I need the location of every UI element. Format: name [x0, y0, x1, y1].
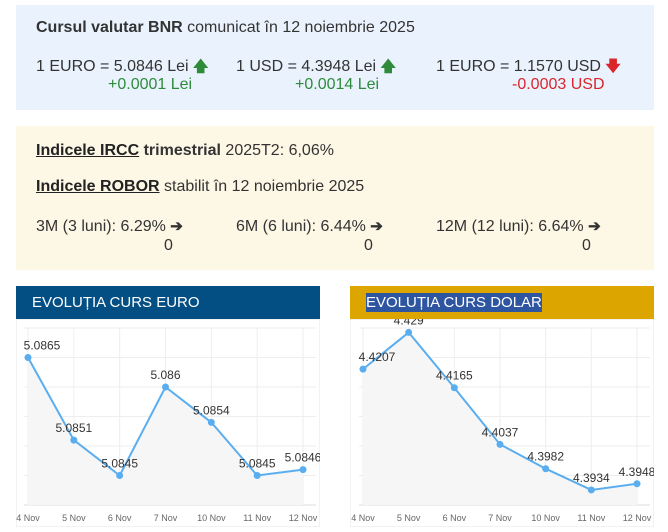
area-fill [28, 357, 303, 505]
rate-euro-lei: 1 EURO = 5.0846 Lei 🡅 [36, 56, 208, 81]
data-label: 5.0845 [101, 457, 138, 471]
data-label: 4.429 [394, 319, 424, 327]
data-point [542, 465, 550, 473]
x-tick-label: 7 Nov [488, 513, 512, 523]
x-tick-label: 11 Nov [577, 513, 605, 523]
x-tick-label: 5 Nov [397, 513, 421, 523]
x-tick-label: 5 Nov [62, 513, 86, 523]
robor-6m: 6M (6 luni): 6.44% ➔ [236, 217, 383, 236]
robor-link[interactable]: Indicele ROBOR [36, 178, 160, 195]
data-label: 5.0851 [55, 421, 92, 435]
data-point [405, 328, 413, 336]
ircc-value: 2025T2: 6,06% [225, 142, 334, 159]
data-point [450, 384, 458, 392]
data-label: 5.0845 [239, 457, 276, 471]
x-tick-label: 12 Nov [623, 513, 652, 523]
euro-chart-title: EVOLUȚIA CURS EURO [32, 294, 200, 311]
arrow-right-icon: ➔ [588, 218, 601, 235]
dollar-chart-title: EVOLUȚIA CURS DOLAR [366, 293, 542, 312]
x-tick-label: 11 Nov [243, 513, 271, 523]
data-point [253, 472, 261, 479]
data-point [207, 418, 215, 426]
robor-label: 6M (6 luni): 6.44% [236, 218, 366, 235]
arrow-up-icon: 🡅 [193, 58, 209, 75]
rate-change: -0.0003 USD [512, 76, 605, 93]
indices-panel: Indicele IRCC trimestrial 2025T2: 6,06% … [16, 126, 654, 270]
data-point [633, 480, 641, 488]
x-tick-label: 6 Nov [108, 513, 132, 523]
bnr-title: Cursul valutar BNR comunicat în 12 noiem… [36, 19, 415, 37]
data-label: 5.0846 [285, 451, 320, 465]
robor-12m: 12M (12 luni): 6.64% ➔ [436, 217, 601, 236]
rate-label: 1 USD = 4.3948 Lei [236, 58, 377, 75]
euro-chart-header: EVOLUȚIA CURS EURO [16, 286, 320, 319]
rate-label: 1 EURO = 5.0846 Lei [36, 58, 189, 75]
data-label: 4.3948 [619, 465, 654, 479]
arrow-right-icon: ➔ [370, 218, 383, 235]
data-point [359, 365, 367, 373]
bnr-title-bold: Cursul valutar BNR [36, 19, 183, 36]
dollar-chart-header: EVOLUȚIA CURS DOLAR [350, 286, 654, 319]
x-tick-label: 12 Nov [289, 513, 318, 523]
euro-chart: 4 Nov 5 Nov 6 Nov 7 Nov 10 Nov 11 Nov 12 Nov 5.… [16, 319, 320, 527]
ircc-line: Indicele IRCC trimestrial 2025T2: 6,06% [36, 142, 334, 160]
data-label: 4.3982 [527, 450, 564, 464]
robor-3m: 3M (3 luni): 6.29% ➔ [36, 217, 183, 236]
arrow-up-icon: 🡅 [380, 58, 396, 75]
data-point [162, 383, 169, 391]
x-tick-label: 4 Nov [16, 513, 40, 523]
robor-label: 3M (3 luni): 6.29% [36, 218, 166, 235]
data-label: 4.4165 [436, 369, 473, 383]
robor-line: Indicele ROBOR stabilit în 12 noiembrie … [36, 178, 364, 196]
arrow-right-icon: ➔ [170, 218, 183, 235]
ircc-period: trimestrial [143, 142, 221, 159]
data-point [70, 436, 78, 444]
rate-label: 1 EURO = 1.1570 USD [436, 58, 601, 75]
rate-change: +0.0014 Lei [295, 76, 380, 93]
bnr-rates-panel: Cursul valutar BNR comunicat în 12 noiem… [16, 5, 654, 110]
robor-date: stabilit în 12 noiembrie 2025 [164, 178, 365, 195]
data-label: 5.0854 [193, 403, 230, 417]
data-label: 4.4037 [482, 425, 519, 439]
data-point [24, 354, 32, 361]
robor-change: 0 [364, 237, 373, 254]
x-tick-label: 10 Nov [531, 513, 560, 523]
x-tick-label: 4 Nov [351, 513, 375, 523]
rate-usd-lei: 1 USD = 4.3948 Lei 🡅 [236, 56, 396, 81]
rate-euro-usd: 1 EURO = 1.1570 USD 🡇 [436, 56, 621, 81]
dollar-chart: 4 Nov 5 Nov 6 Nov 7 Nov 10 Nov 11 Nov 12 Nov 4.… [350, 319, 654, 527]
bnr-title-date: comunicat în 12 noiembrie 2025 [187, 19, 415, 36]
ircc-link[interactable]: Indicele IRCC [36, 142, 140, 159]
robor-label: 12M (12 luni): 6.64% [436, 218, 584, 235]
rate-change: +0.0001 Lei [108, 76, 193, 93]
data-point [496, 440, 504, 448]
robor-change: 0 [164, 237, 173, 254]
x-tick-label: 6 Nov [443, 513, 467, 523]
x-tick-label: 7 Nov [154, 513, 178, 523]
robor-change: 0 [582, 237, 591, 254]
data-label: 5.0865 [24, 339, 61, 353]
area-fill [363, 332, 637, 505]
data-label: 4.3934 [573, 471, 610, 485]
x-tick-label: 10 Nov [197, 513, 226, 523]
data-label: 4.4207 [359, 350, 396, 364]
data-point [299, 466, 307, 474]
data-label: 5.086 [150, 368, 180, 382]
arrow-down-icon: 🡇 [605, 58, 621, 75]
data-point [116, 472, 124, 479]
data-point [587, 486, 595, 494]
